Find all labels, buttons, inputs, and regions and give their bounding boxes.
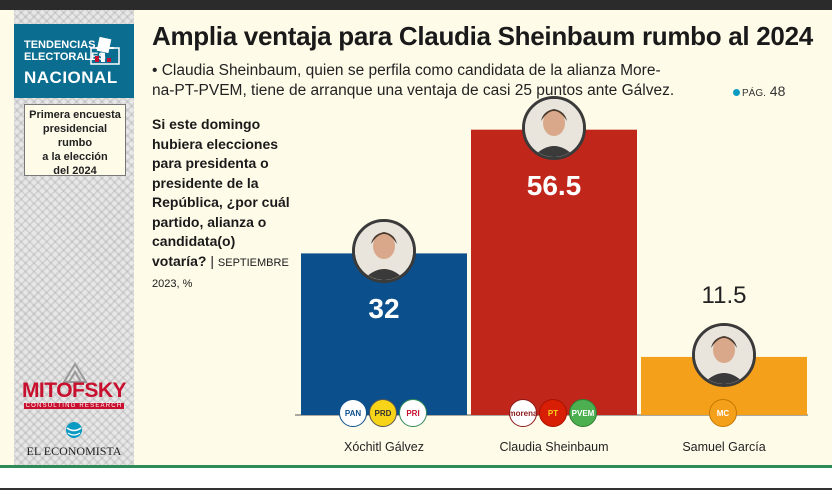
party-logos: PAN PRD PRI <box>339 399 427 429</box>
sidebar-note-line: del 2024 <box>53 165 97 177</box>
survey-date-note: SEPTIEMBRE 2023, % <box>152 256 289 291</box>
candidate-photo <box>352 219 416 284</box>
sidebar-header-line2: ELECTORALES <box>24 51 106 63</box>
person-portrait-icon <box>355 222 413 281</box>
page-reference-prefix: PÁG. <box>742 88 766 99</box>
person-portrait-icon <box>525 98 583 157</box>
bottom-rule <box>0 465 832 468</box>
candidate-photo <box>522 95 586 160</box>
category-label: Xóchitl Gálvez <box>344 440 424 454</box>
party-logo-pt: PT <box>539 399 567 427</box>
sidebar-note-line: a la elección <box>42 151 108 163</box>
party-logo-prd: PRD <box>369 399 397 427</box>
top-bar <box>0 0 832 10</box>
question-separator: | <box>210 252 214 269</box>
sidebar: TENDENCIAS ELECTORALES NACIONAL Primera … <box>14 10 134 465</box>
party-logo-pan: PAN <box>339 399 367 427</box>
sidebar-header-line1: TENDENCIAS <box>24 39 96 51</box>
survey-question-text: Si este domingo hubiera elecciones para … <box>152 116 290 269</box>
party-logo-pri: PRI <box>399 399 427 427</box>
headline: Amplia ventaja para Claudia Sheinbaum ru… <box>152 21 813 51</box>
el-economista-globe-icon <box>66 422 82 438</box>
sidebar-note-line: Primera encuesta <box>29 109 121 121</box>
party-logo-pvem: PVEM <box>569 399 597 427</box>
sidebar-note-line: presidencial rumbo <box>42 123 108 149</box>
el-economista-logo: EL ECONOMISTA <box>26 444 122 458</box>
bar-2 <box>471 129 637 416</box>
sidebar-header-line3: NACIONAL <box>24 68 118 87</box>
page-reference: PÁG. 48 <box>733 83 785 99</box>
party-logos: morena PT PVEM <box>509 399 597 429</box>
bar-value-label: 56.5 <box>526 169 582 201</box>
person-portrait-icon <box>695 325 753 384</box>
mitofsky-logo: MITOFSKY <box>21 379 127 402</box>
survey-question: Si este domingo hubiera elecciones para … <box>152 115 292 295</box>
sidebar-header: TENDENCIAS ELECTORALES NACIONAL <box>14 24 134 98</box>
ballot-box-icon <box>90 36 120 65</box>
category-label: Samuel García <box>682 440 766 454</box>
bottom-area <box>0 468 832 490</box>
summary-line-1: • Claudia Sheinbaum, quien se perfila co… <box>152 62 661 79</box>
category-label: Claudia Sheinbaum <box>499 440 609 454</box>
sidebar-note-box: Primera encuesta presidencial rumbo a la… <box>24 104 126 177</box>
page-reference-number: 48 <box>769 83 786 99</box>
bar-value-label: 32 <box>368 293 400 325</box>
mitofsky-emblem-icon <box>62 362 88 383</box>
bar-value-label: 11.5 <box>701 281 747 309</box>
party-logo-morena: morena <box>509 399 537 427</box>
bullet-dot-icon <box>733 88 740 96</box>
party-logo-mc: MC <box>709 399 737 427</box>
mitofsky-logo-subtitle: CONSULTING RESEARCH <box>24 403 124 409</box>
summary-line-2: na-PT-PVEM, tiene de arranque una ventaj… <box>152 82 675 99</box>
candidate-photo <box>692 322 756 387</box>
party-logos: MC <box>709 399 737 429</box>
bottom-line <box>0 488 832 490</box>
